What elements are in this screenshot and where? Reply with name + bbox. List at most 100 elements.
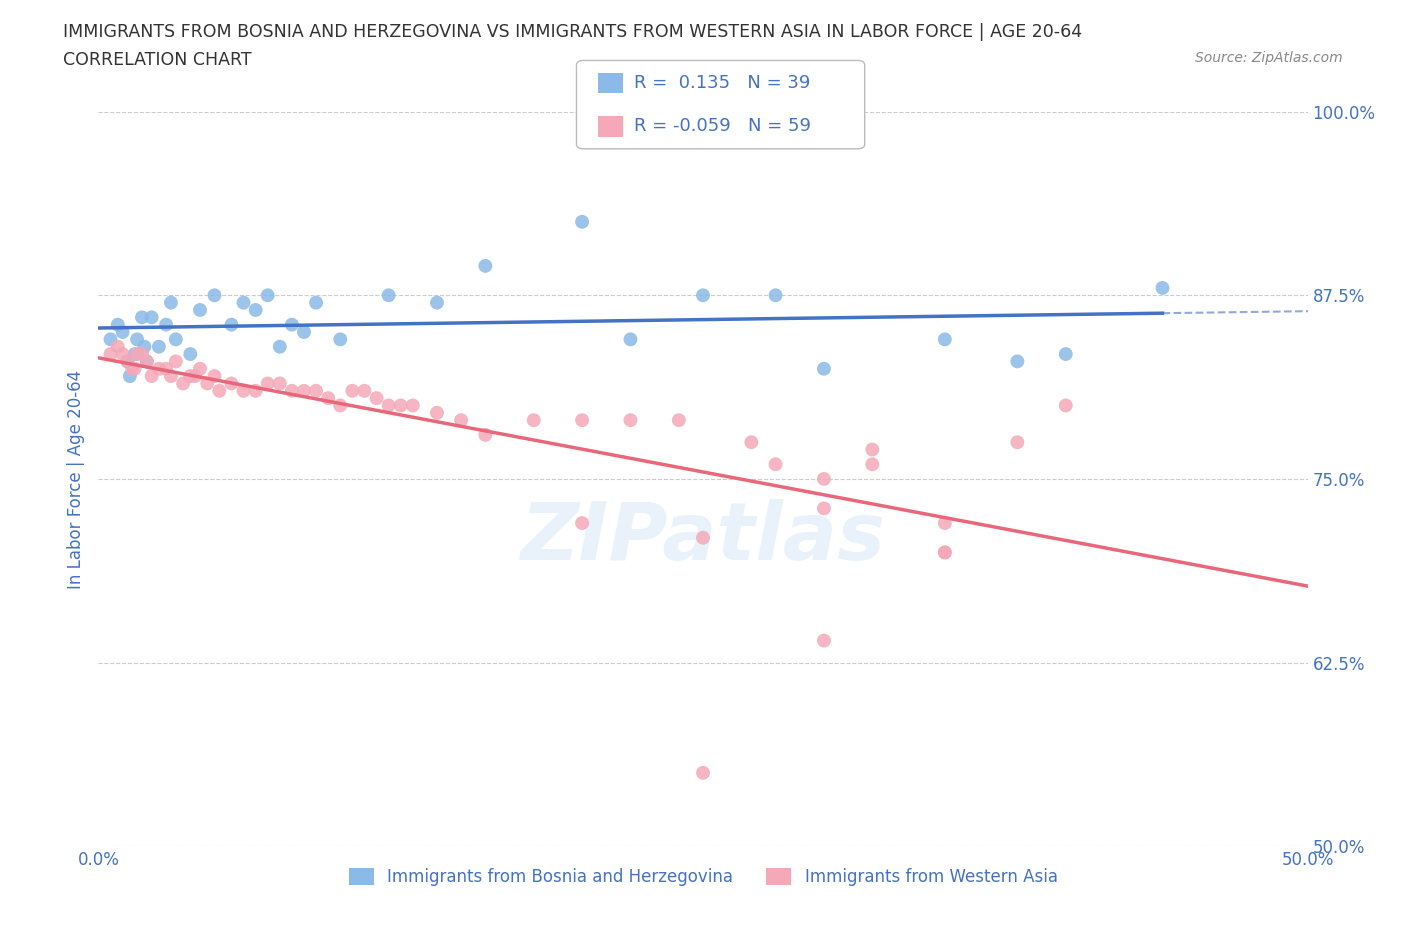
Point bbox=[523, 413, 546, 428]
Point bbox=[668, 413, 690, 428]
Point bbox=[100, 347, 122, 362]
Point bbox=[204, 368, 226, 383]
Point bbox=[1054, 398, 1077, 413]
Point bbox=[450, 413, 472, 428]
Point bbox=[765, 457, 787, 472]
Point bbox=[1007, 354, 1029, 369]
Point bbox=[934, 545, 956, 560]
Point bbox=[141, 368, 163, 383]
Point bbox=[208, 383, 231, 398]
Legend: Immigrants from Bosnia and Herzegovina, Immigrants from Western Asia: Immigrants from Bosnia and Herzegovina, … bbox=[342, 861, 1064, 893]
Point bbox=[141, 310, 163, 325]
Point bbox=[124, 362, 146, 377]
Point bbox=[256, 376, 278, 391]
Point bbox=[692, 288, 714, 303]
Point bbox=[366, 391, 388, 405]
Point bbox=[184, 368, 207, 383]
Point bbox=[813, 501, 835, 516]
Text: R = -0.059   N = 59: R = -0.059 N = 59 bbox=[634, 117, 811, 136]
Point bbox=[111, 325, 134, 339]
Text: IMMIGRANTS FROM BOSNIA AND HERZEGOVINA VS IMMIGRANTS FROM WESTERN ASIA IN LABOR : IMMIGRANTS FROM BOSNIA AND HERZEGOVINA V… bbox=[63, 23, 1083, 41]
Point bbox=[342, 383, 364, 398]
Point bbox=[134, 339, 156, 354]
Point bbox=[204, 288, 226, 303]
Point bbox=[571, 214, 593, 229]
Point bbox=[860, 457, 883, 472]
Point bbox=[127, 332, 149, 347]
Point bbox=[474, 259, 496, 273]
Point bbox=[245, 302, 267, 317]
Point bbox=[813, 362, 835, 377]
Point bbox=[813, 472, 835, 486]
Point bbox=[1054, 347, 1077, 362]
Point bbox=[135, 354, 157, 369]
Point bbox=[179, 347, 201, 362]
Point bbox=[188, 302, 211, 317]
Point bbox=[107, 317, 129, 332]
Point bbox=[172, 376, 194, 391]
Text: R =  0.135   N = 39: R = 0.135 N = 39 bbox=[634, 73, 810, 92]
Point bbox=[1152, 281, 1174, 296]
Point bbox=[160, 368, 183, 383]
Point bbox=[813, 633, 835, 648]
Point bbox=[118, 368, 141, 383]
Point bbox=[426, 405, 449, 420]
Point bbox=[281, 383, 304, 398]
Point bbox=[402, 398, 425, 413]
Point bbox=[117, 354, 139, 369]
Point bbox=[127, 347, 149, 362]
Point bbox=[160, 295, 183, 310]
Point bbox=[165, 332, 187, 347]
Point bbox=[269, 376, 291, 391]
Point bbox=[135, 354, 157, 369]
Point bbox=[934, 332, 956, 347]
Point bbox=[765, 288, 787, 303]
Point bbox=[860, 442, 883, 457]
Point bbox=[188, 362, 211, 377]
Point bbox=[107, 339, 129, 354]
Point bbox=[232, 383, 254, 398]
Point bbox=[165, 354, 187, 369]
Point bbox=[155, 317, 177, 332]
Point bbox=[124, 347, 146, 362]
Point bbox=[100, 332, 122, 347]
Text: Source: ZipAtlas.com: Source: ZipAtlas.com bbox=[1195, 51, 1343, 65]
Point bbox=[148, 339, 170, 354]
Point bbox=[121, 362, 143, 377]
Point bbox=[281, 317, 304, 332]
Point bbox=[148, 362, 170, 377]
Point bbox=[245, 383, 267, 398]
Point bbox=[131, 347, 153, 362]
Text: ZIPatlas: ZIPatlas bbox=[520, 498, 886, 577]
Point bbox=[256, 288, 278, 303]
Point bbox=[692, 530, 714, 545]
Point bbox=[619, 332, 641, 347]
Point bbox=[111, 347, 134, 362]
Point bbox=[571, 515, 593, 530]
Point bbox=[155, 362, 177, 377]
Point bbox=[292, 325, 315, 339]
Text: CORRELATION CHART: CORRELATION CHART bbox=[63, 51, 252, 69]
Point bbox=[232, 295, 254, 310]
Point bbox=[269, 339, 291, 354]
Point bbox=[377, 398, 399, 413]
Point bbox=[1007, 435, 1029, 450]
Point bbox=[389, 398, 412, 413]
Point bbox=[316, 391, 339, 405]
Point bbox=[305, 383, 328, 398]
Point bbox=[305, 295, 328, 310]
Point bbox=[292, 383, 315, 398]
Point bbox=[934, 515, 956, 530]
Point bbox=[692, 765, 714, 780]
Point bbox=[179, 368, 201, 383]
Point bbox=[426, 295, 449, 310]
Point bbox=[934, 545, 956, 560]
Point bbox=[353, 383, 375, 398]
Point bbox=[377, 288, 399, 303]
Point bbox=[195, 376, 218, 391]
Point bbox=[221, 376, 243, 391]
Point bbox=[474, 428, 496, 443]
Point bbox=[619, 413, 641, 428]
Point bbox=[740, 435, 762, 450]
Y-axis label: In Labor Force | Age 20-64: In Labor Force | Age 20-64 bbox=[66, 369, 84, 589]
